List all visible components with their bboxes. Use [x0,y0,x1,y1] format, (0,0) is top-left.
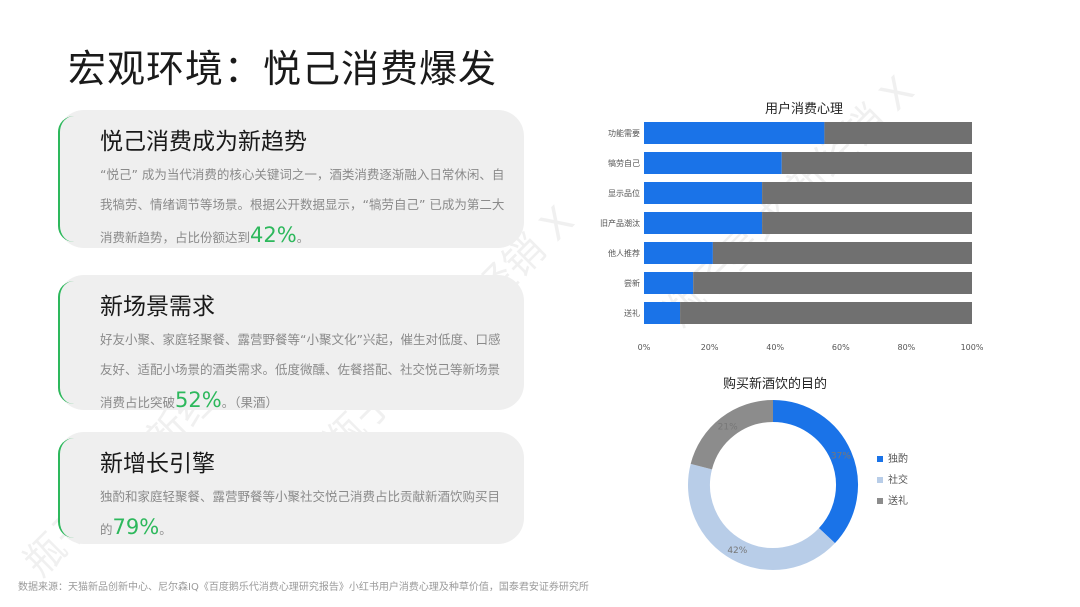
chart-title: 用户消费心理 [765,101,843,117]
card-growth-engine: 新增长引擎 独酌和家庭轻聚餐、露营野餐等小聚社交悦己消费占比贡献新酒饮购买目的7… [58,432,524,544]
bar-segment-remainder [712,242,972,264]
chart-title: 购买新酒饮的目的 [723,376,827,392]
legend-swatch [877,498,883,504]
category-label: 他人推荐 [608,248,640,258]
bar-segment-primary [644,182,763,204]
card-title: 新增长引擎 [100,451,215,477]
category-label: 犒劳自己 [608,158,640,168]
category-label: 送礼 [624,308,640,318]
card-suffix: 。 [159,522,172,537]
bar-segment-primary [644,272,694,294]
legend-swatch [877,477,883,483]
x-tick-label: 20% [701,343,719,352]
bar-segment-remainder [693,272,972,294]
category-label: 功能需要 [608,128,640,138]
bar-segment-remainder [680,302,972,324]
card-title: 新场景需求 [100,294,215,320]
card-text: 独酌和家庭轻聚餐、露营野餐等小聚社交悦己消费占比贡献新酒饮购买目的 [100,489,501,537]
data-source-note: 数据来源：天猫新品创新中心、尼尔森IQ《百度鹅乐代消费心理研究报告》小红书用户消… [18,582,589,593]
legend-swatch [877,456,883,462]
x-tick-label: 60% [832,343,850,352]
bar-segment-remainder [762,182,972,204]
donut-slice [688,463,835,570]
category-label: 显示品位 [608,188,640,198]
bar-segment-primary [644,122,825,144]
card-title: 悦己消费成为新趋势 [100,129,307,155]
card-body: 好友小聚、家庭轻聚餐、露营野餐等“小聚文化”兴起，催生对低度、口感友好、适配小场… [100,325,506,418]
x-tick-label: 80% [898,343,916,352]
bar-segment-primary [644,242,713,264]
highlight-value: 42% [250,223,297,247]
highlight-value: 79% [112,515,160,539]
category-label: 尝新 [624,278,640,288]
legend-label: 社交 [888,473,908,486]
card-self-pleasing-trend: 悦己消费成为新趋势 “悦己” 成为当代消费的核心关键词之一，酒类消费逐渐融入日常… [58,110,524,248]
bar-segment-remainder [824,122,972,144]
legend-label: 独酌 [888,452,908,465]
card-suffix: 。（果酒） [221,395,278,410]
donut-slice [772,400,858,544]
bar-segment-remainder [762,212,972,234]
x-tick-label: 0% [638,343,651,352]
highlight-value: 52% [175,388,222,412]
slice-data-label: 42% [727,546,747,556]
x-tick-label: 100% [961,343,984,352]
card-new-scene-demand: 新场景需求 好友小聚、家庭轻聚餐、露营野餐等“小聚文化”兴起，催生对低度、口感友… [58,275,524,412]
card-suffix: 。 [296,230,310,245]
slice-data-label: 21% [718,423,738,433]
category-label: 旧产品潮汰 [600,218,640,228]
card-body: “悦己” 成为当代消费的核心关键词之一，酒类消费逐渐融入日常休闲、自我犒劳、情绪… [100,160,506,253]
bar-segment-primary [644,152,782,174]
card-text: “悦己” 成为当代消费的核心关键词之一，酒类消费逐渐融入日常休闲、自我犒劳、情绪… [100,167,505,245]
legend-label: 送礼 [888,494,908,507]
bar-segment-primary [644,212,763,234]
page-title: 宏观环境：悦己消费爆发 [68,47,498,91]
card-text: 好友小聚、家庭轻聚餐、露营野餐等“小聚文化”兴起，催生对低度、口感友好、适配小场… [100,332,501,410]
bar-segment-remainder [781,152,972,174]
bar-segment-primary [644,302,681,324]
x-tick-label: 40% [766,343,784,352]
card-body: 独酌和家庭轻聚餐、露营野餐等小聚社交悦己消费占比贡献新酒饮购买目的79%。 [100,482,506,545]
donut-slice [690,400,774,470]
slice-data-label: 37% [831,452,851,462]
